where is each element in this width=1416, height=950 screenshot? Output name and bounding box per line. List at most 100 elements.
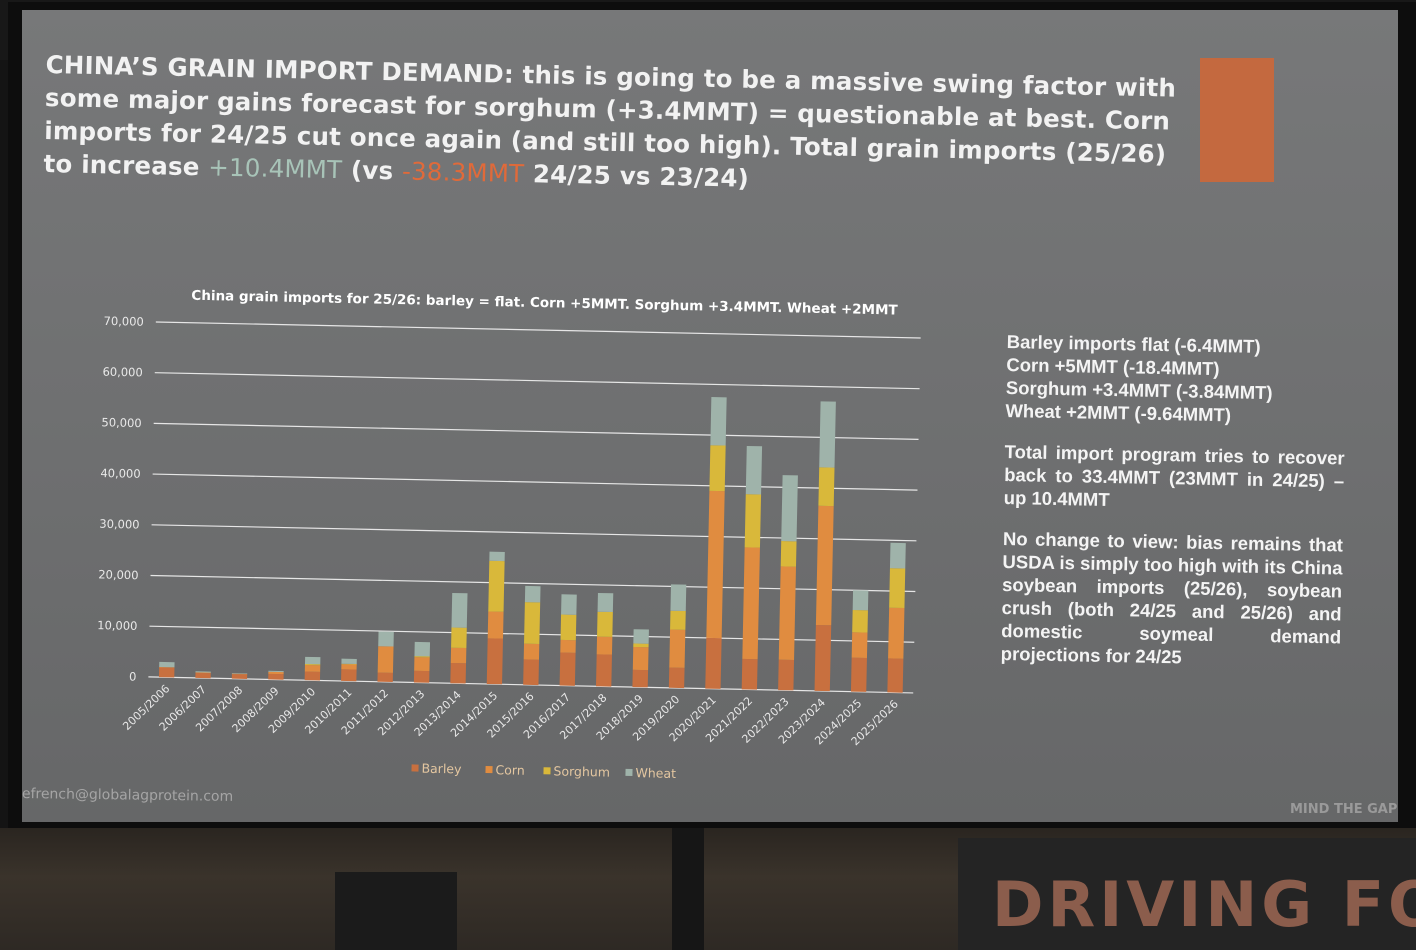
legend-label-wheat: Wheat	[635, 765, 676, 781]
bar-segment-wheat	[268, 670, 284, 673]
bar-segment-barley	[887, 658, 904, 693]
bar-segment-barley	[413, 670, 430, 683]
bar-segment-barley	[195, 672, 211, 679]
gridline	[153, 422, 919, 441]
bar-segment-wheat	[304, 656, 321, 665]
gridline	[154, 372, 920, 390]
bar-segment-wheat	[231, 673, 248, 674]
bar-segment-wheat	[561, 594, 577, 615]
legend-swatch-wheat	[625, 768, 633, 777]
bar-segment-barley	[377, 672, 393, 683]
bar-segment-barley	[523, 659, 539, 686]
chart-container: China grain imports for 25/26: barley = …	[51, 265, 942, 803]
bar-segment-sorghum	[488, 560, 505, 612]
bar-segment-wheat	[159, 661, 175, 668]
bar-segment-wheat	[195, 671, 211, 673]
bar-segment-barley	[231, 674, 248, 679]
bar-segment-wheat	[633, 629, 649, 644]
bar-segment-wheat	[852, 590, 869, 611]
event-banner-text: DRIVING FO	[992, 868, 1416, 941]
bar-segment-corn	[450, 647, 467, 664]
bar-segment-barley	[778, 659, 795, 691]
bar-segment-barley	[705, 637, 722, 689]
bar-segment-sorghum	[597, 611, 613, 637]
bar-segment-barley	[596, 654, 612, 687]
bar-segment-wheat	[670, 584, 687, 612]
bar-segment-corn	[560, 639, 576, 653]
bar-segment-corn	[159, 666, 175, 668]
bar-segment-sorghum	[709, 445, 726, 492]
y-tick-label: 30,000	[99, 517, 140, 532]
bar-segment-wheat	[710, 397, 727, 446]
bar-segment-barley	[450, 662, 467, 684]
bar-segment-barley	[158, 667, 175, 678]
legend-swatch-corn	[485, 765, 493, 774]
bar-segment-barley	[559, 652, 576, 686]
bar-segment-wheat	[597, 592, 614, 613]
y-tick-label: 70,000	[103, 314, 144, 329]
bar-segment-corn	[304, 664, 321, 672]
presentation-slide: CHINA’S GRAIN IMPORT DEMAND: this is goi…	[22, 10, 1398, 822]
bar-segment-corn	[195, 672, 211, 674]
bar-segment-sorghum	[780, 541, 797, 567]
note-total-program: Total import program tries to recover ba…	[1003, 440, 1345, 510]
bar-segment-barley	[486, 638, 503, 685]
bar-segment-barley	[632, 669, 649, 688]
bar-segment-wheat	[819, 401, 836, 468]
bar-segment-corn	[596, 636, 613, 655]
bar-segment-sorghum	[670, 610, 686, 630]
bar-segment-sorghum	[451, 627, 467, 649]
headline-text-3: 24/25 vs 23/24)	[523, 159, 750, 193]
bar-segment-wheat	[414, 641, 431, 657]
chart-title: China grain imports for 25/26: barley = …	[191, 288, 898, 319]
bar-segment-sorghum	[818, 467, 835, 507]
bar-segment-sorghum	[341, 663, 357, 665]
bar-segment-corn	[414, 657, 430, 672]
bar-segment-corn	[377, 646, 394, 673]
bar-segment-corn	[669, 629, 686, 668]
bar-segment-wheat	[341, 658, 357, 665]
bar-segment-corn	[742, 547, 760, 660]
bar-segment-corn	[268, 671, 284, 675]
bar-segment-corn	[523, 643, 540, 660]
legend-swatch-barley	[411, 764, 419, 772]
y-tick-label: 20,000	[98, 567, 139, 582]
bar-segment-corn	[851, 632, 868, 658]
bar-segment-corn	[231, 673, 248, 675]
event-banner	[958, 838, 1416, 950]
lectern	[335, 872, 457, 950]
bar-segment-corn	[487, 611, 504, 639]
bar-segment-corn	[706, 490, 725, 639]
bar-segment-sorghum	[304, 663, 321, 666]
gridline	[151, 524, 917, 542]
legend-label-corn: Corn	[495, 762, 525, 778]
note-usda-view: No change to view: bias remains that USD…	[1000, 527, 1344, 668]
gridline	[155, 321, 921, 339]
bar-segment-wheat	[524, 585, 541, 603]
gridline	[152, 473, 918, 491]
bar-segment-sorghum	[414, 656, 430, 658]
legend-swatch-sorghum	[543, 767, 551, 775]
footer-brand: MIND THE GAP	[1290, 802, 1398, 817]
stacked-bar-chart: China grain imports for 25/26: barley = …	[97, 288, 921, 781]
bar-segment-corn	[341, 664, 357, 670]
legend-label-barley: Barley	[421, 761, 462, 777]
bar-segment-sorghum	[560, 614, 577, 641]
accent-block	[1200, 58, 1274, 182]
bar-segment-sorghum	[524, 602, 541, 645]
bar-segment-wheat	[451, 592, 468, 628]
bar-segment-barley	[341, 669, 357, 682]
bar-segment-barley	[268, 673, 284, 680]
y-tick-label: 50,000	[101, 415, 142, 430]
bar-segment-barley	[850, 657, 867, 692]
bar-segment-corn	[632, 646, 649, 671]
bar-segment-wheat	[745, 445, 763, 495]
bar-segment-sorghum	[889, 568, 906, 609]
legend-label-sorghum: Sorghum	[553, 763, 610, 779]
y-tick-label: 10,000	[97, 618, 138, 633]
bar-segment-wheat	[378, 631, 394, 647]
bar-segment-wheat	[781, 475, 798, 542]
bar-segment-corn	[815, 505, 834, 626]
bar-segment-barley	[814, 624, 832, 692]
slide-headline: CHINA’S GRAIN IMPORT DEMAND: this is goi…	[43, 48, 1196, 204]
